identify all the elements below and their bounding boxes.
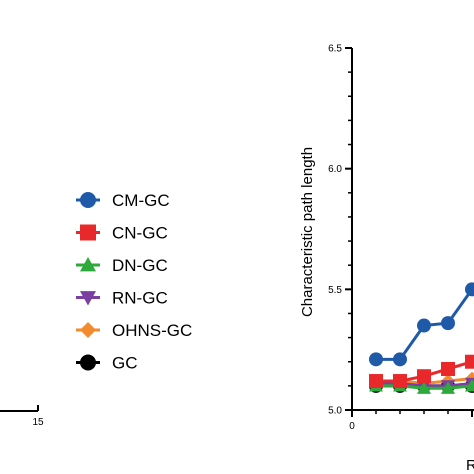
data-point [393, 374, 407, 389]
x-tick-label: 0 [349, 421, 355, 432]
legend-label: CN-GC [112, 224, 168, 243]
data-point [465, 282, 474, 297]
x-axis-title-partial: R [466, 457, 474, 474]
legend-label: DN-GC [112, 256, 168, 275]
y-tick-label: 6.0 [328, 164, 342, 175]
legend-marker [80, 322, 96, 338]
series-cn-gc [369, 354, 474, 389]
legend-label: OHNS-GC [112, 321, 192, 340]
legend-entry: RN-GC [76, 289, 168, 308]
data-point [369, 374, 383, 389]
data-point [441, 381, 455, 394]
left-x-tick-label: 15 [32, 417, 44, 428]
legend-marker [80, 192, 96, 208]
legend-entry: CM-GC [76, 191, 170, 210]
legend-entry: DN-GC [76, 256, 168, 275]
legend-entry: OHNS-GC [76, 321, 192, 340]
legend: CM-GC CN-GC DN-GC RN-GC OHNS-GC GC [76, 191, 192, 373]
legend-label: RN-GC [112, 289, 168, 308]
data-point [465, 378, 474, 392]
y-axis-title: Characteristic path length [299, 147, 316, 317]
right-series [369, 282, 474, 394]
y-tick-label: 5.5 [328, 285, 342, 296]
right-axes: 5.0 5.5 6.0 6.5 0 [328, 44, 474, 432]
data-point [417, 381, 431, 394]
legend-marker [80, 257, 96, 272]
data-point [441, 361, 455, 376]
right-panel: Characteristic path length 5.0 5.5 6.0 6.5 0… [299, 44, 474, 474]
legend-entry: GC [76, 354, 138, 373]
left-panel: 15 CM-GC CN-GC DN-GC RN-GC OHNS-GC GC [0, 191, 192, 428]
legend-marker [80, 291, 96, 306]
y-tick-label: 5.0 [328, 406, 342, 417]
data-point [369, 352, 383, 367]
legend-marker [80, 354, 96, 371]
y-tick-label: 6.5 [328, 44, 342, 55]
legend-label: CM-GC [112, 191, 170, 210]
data-point [393, 352, 407, 367]
legend-label: GC [112, 354, 138, 373]
data-point [465, 354, 474, 369]
series-cm-gc [369, 282, 474, 367]
data-point [417, 318, 431, 333]
data-point [417, 369, 431, 384]
legend-marker [80, 224, 96, 241]
data-point [441, 316, 455, 331]
legend-entry: CN-GC [76, 224, 168, 243]
